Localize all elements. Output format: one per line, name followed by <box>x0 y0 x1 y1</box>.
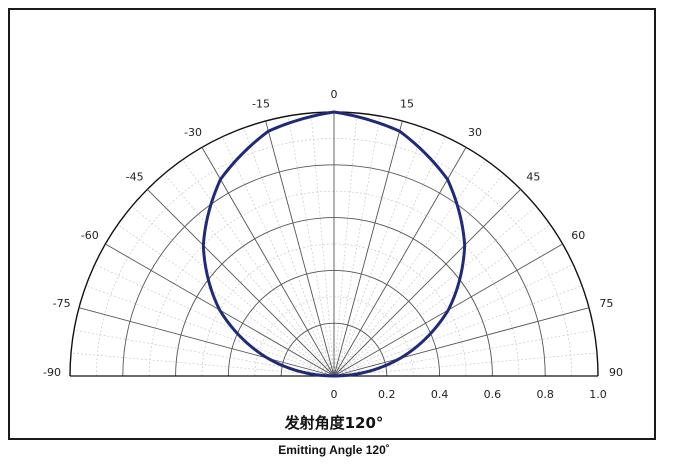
minor-spoke <box>333 224 551 377</box>
minor-spoke <box>70 352 335 377</box>
grid-spoke <box>147 189 335 377</box>
grid-spoke <box>78 307 335 377</box>
angle-tick-label: 90 <box>609 366 623 379</box>
radiation-pattern-line <box>201 110 467 378</box>
angle-tick-label: -75 <box>53 297 71 310</box>
minor-spoke <box>222 136 335 377</box>
chart-frame <box>8 8 656 440</box>
angle-tick-label: 45 <box>526 171 540 184</box>
angle-tick-label: -60 <box>81 229 99 242</box>
major-grid <box>69 111 599 377</box>
grid-spoke <box>333 147 467 377</box>
angle-tick-labels: -90 -75 -60 -45 -30 -15 0 15 30 45 60 75 90 <box>43 88 623 379</box>
minor-spoke <box>243 127 335 377</box>
minor-spoke <box>333 136 446 377</box>
grid-spoke <box>201 147 335 377</box>
minor-spoke <box>333 115 381 377</box>
minor-spoke <box>164 173 335 377</box>
angle-tick-label: -90 <box>43 366 61 379</box>
minor-spoke <box>333 173 504 377</box>
angle-tick-label: -30 <box>184 126 202 139</box>
angle-tick-label: -15 <box>252 98 270 111</box>
grid-spoke <box>333 120 403 377</box>
minor-spoke <box>333 285 583 377</box>
minor-spoke <box>333 329 595 377</box>
grid-spoke <box>333 307 590 377</box>
minor-spoke <box>333 206 537 377</box>
minor-spoke <box>287 115 335 377</box>
angle-tick-label: 75 <box>599 297 613 310</box>
angle-tick-label: 15 <box>400 98 414 111</box>
series-layer <box>201 110 467 378</box>
minor-spoke <box>182 159 335 377</box>
caption-english: Emitting Angle 120˚ <box>278 443 390 457</box>
minor-spoke <box>333 264 574 377</box>
radial-tick-label: 0.4 <box>431 388 449 401</box>
grid-spoke <box>333 189 521 377</box>
minor-ring <box>148 190 520 377</box>
minor-spoke <box>85 285 335 377</box>
radial-tick-label: 0.2 <box>378 388 396 401</box>
minor-spoke <box>333 112 358 377</box>
minor-spoke <box>333 159 486 377</box>
radial-tick-label: 0 <box>331 388 338 401</box>
angle-tick-label: 30 <box>468 126 482 139</box>
radial-tick-label: 0.6 <box>484 388 502 401</box>
angle-tick-label: -45 <box>126 171 144 184</box>
angle-tick-label: 60 <box>571 229 585 242</box>
minor-spoke <box>94 264 335 377</box>
minor-spoke <box>117 224 335 377</box>
radial-tick-label: 0.8 <box>536 388 554 401</box>
minor-spoke <box>333 352 598 377</box>
angle-tick-label: 0 <box>331 88 338 101</box>
minor-spoke <box>310 112 335 377</box>
minor-grid <box>70 112 598 377</box>
minor-spoke <box>131 206 335 377</box>
minor-spoke <box>333 127 425 377</box>
caption-chinese: 发射角度120° <box>284 414 384 432</box>
minor-spoke <box>73 329 335 377</box>
radial-tick-labels: 0 0.2 0.4 0.6 0.8 1.0 <box>331 388 607 401</box>
grid-spoke <box>265 120 335 377</box>
radial-tick-label: 1.0 <box>589 388 607 401</box>
